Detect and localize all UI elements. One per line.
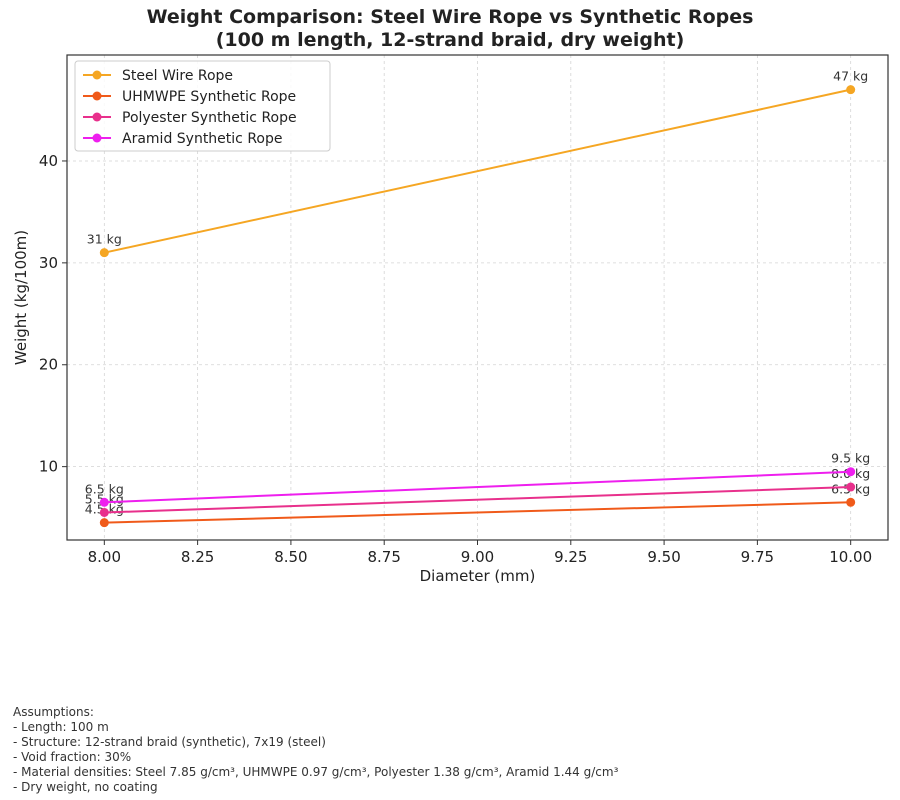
- legend-marker: [92, 112, 102, 122]
- notes-line: - Void fraction: 30%: [13, 750, 132, 764]
- data-point: [99, 497, 109, 507]
- data-point: [99, 248, 109, 258]
- data-point: [846, 497, 856, 507]
- legend-item: UHMWPE Synthetic Rope: [83, 89, 296, 105]
- data-label: 31 kg: [87, 232, 122, 247]
- legend-item: Polyester Synthetic Rope: [83, 110, 297, 126]
- y-tick-label: 20: [39, 356, 58, 374]
- x-tick-label: 8.75: [368, 548, 401, 566]
- data-point: [846, 482, 856, 492]
- notes-line: - Length: 100 m: [13, 720, 109, 734]
- data-label: 47 kg: [833, 69, 868, 84]
- notes-line: - Structure: 12-strand braid (synthetic)…: [13, 735, 326, 749]
- y-tick-label: 10: [39, 458, 58, 476]
- legend-label: Aramid Synthetic Rope: [122, 131, 283, 147]
- legend: Steel Wire Rope UHMWPE Synthetic Rope Poly…: [74, 60, 331, 152]
- data-point: [99, 518, 109, 528]
- notes-line: - Material densities: Steel 7.85 g/cm³, …: [13, 765, 619, 779]
- x-tick-label: 8.25: [181, 548, 214, 566]
- x-tick-label: 8.00: [88, 548, 121, 566]
- y-tick-label: 30: [39, 254, 58, 272]
- chart-figure: Weight Comparison: Steel Wire Rope vs Sy…: [0, 6, 900, 585]
- data-label: 9.5 kg: [831, 451, 870, 466]
- series-steel-wire-rope: 31 kg 47 kg: [87, 69, 868, 258]
- line-chart: 8.00 8.25 8.50 8.75 9.00 9.25 9.50 9.75 10.00 10…: [12, 54, 889, 585]
- legend-label: UHMWPE Synthetic Rope: [122, 89, 296, 105]
- notes-heading: Assumptions:: [13, 705, 94, 719]
- notes-line: - Dry weight, no coating: [13, 780, 158, 794]
- x-axis: 8.00 8.25 8.50 8.75 9.00 9.25 9.50 9.75 10.00: [88, 540, 872, 566]
- legend-marker: [92, 133, 102, 143]
- legend-item: Steel Wire Rope: [83, 68, 233, 84]
- legend-marker: [92, 91, 102, 101]
- data-point: [99, 507, 109, 517]
- legend-item: Aramid Synthetic Rope: [83, 131, 283, 147]
- data-point: [846, 85, 856, 95]
- series-line: [104, 501, 851, 524]
- series-polyester-synthetic-rope: 5.5 kg8.0 kg: [85, 466, 870, 517]
- series-line: [104, 470, 851, 504]
- series-aramid-synthetic-rope: 6.5 kg 9.5 kg: [85, 451, 870, 507]
- x-tick-label: 10.00: [829, 548, 872, 566]
- x-tick-label: 9.75: [741, 548, 774, 566]
- legend-box: [74, 60, 331, 152]
- data-point: [846, 467, 856, 477]
- chart-title: Weight Comparison: Steel Wire Rope vs Sy…: [146, 6, 754, 28]
- x-tick-label: 9.25: [554, 548, 587, 566]
- legend-label: Polyester Synthetic Rope: [122, 110, 297, 126]
- series-line: [104, 486, 851, 514]
- y-axis-label: Weight (kg/100m): [12, 230, 30, 365]
- legend-marker: [92, 70, 102, 80]
- x-tick-label: 8.50: [274, 548, 307, 566]
- y-tick-label: 40: [39, 152, 58, 170]
- chart-subtitle: (100 m length, 12-strand braid, dry weig…: [215, 29, 685, 51]
- assumptions-notes: Assumptions: - Length: 100 m - Structure…: [13, 705, 893, 795]
- x-tick-label: 9.00: [461, 548, 494, 566]
- grid: [67, 55, 888, 540]
- data-label: 6.5 kg: [85, 481, 124, 496]
- chart-title-block: Weight Comparison: Steel Wire Rope vs Sy…: [0, 6, 900, 52]
- legend-label: Steel Wire Rope: [122, 68, 233, 84]
- x-tick-label: 9.50: [647, 548, 680, 566]
- x-axis-label: Diameter (mm): [420, 567, 536, 585]
- y-axis: 10 20 30 40: [39, 152, 67, 476]
- series-line: [104, 88, 851, 254]
